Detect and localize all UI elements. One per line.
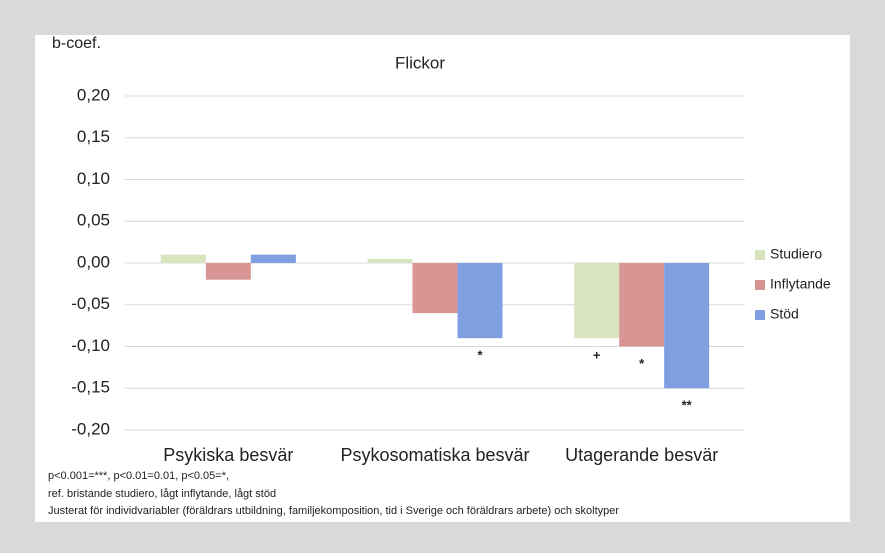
y-tick-label: -0,15 [71,378,110,397]
y-tick-label: -0,05 [71,294,110,313]
bar [457,263,503,339]
y-axis-label: b-coef. [52,35,101,52]
bar [205,263,251,280]
y-tick-label: 0,10 [77,169,110,188]
footnote: Justerat för individvariabler (föräldrar… [48,505,619,517]
y-tick-label: 0,00 [77,252,110,271]
legend-label: Stöd [770,306,799,322]
x-tick-label: Psykosomatiska besvär [340,445,529,465]
significance-label: ** [682,398,693,413]
bar [367,258,413,263]
y-tick-label: 0,20 [77,85,110,104]
legend-swatch [755,250,765,260]
footnote: ref. bristande studiero, lågt inflytande… [48,488,276,500]
legend-label: Inflytande [770,276,831,292]
chart-title: Flickor [395,53,445,72]
y-tick-label: 0,15 [77,127,110,146]
x-tick-label: Psykiska besvär [163,445,293,465]
significance-label: * [639,356,645,371]
legend-label: Studiero [770,246,822,262]
bar [412,263,458,314]
legend-swatch [755,280,765,290]
y-tick-label: -0,20 [71,419,110,438]
y-tick-label: 0,05 [77,211,110,230]
significance-label: * [477,348,483,363]
bar [664,263,710,389]
bar [250,254,296,263]
x-tick-label: Utagerande besvär [565,445,718,465]
bar [619,263,665,347]
significance-label: + [593,348,601,363]
y-tick-label: -0,10 [71,336,110,355]
footnote: p<0.001=***, p<0.01=0.01, p<0.05=*, [48,470,229,482]
bar [574,263,620,339]
bar [160,254,206,263]
legend-swatch [755,310,765,320]
